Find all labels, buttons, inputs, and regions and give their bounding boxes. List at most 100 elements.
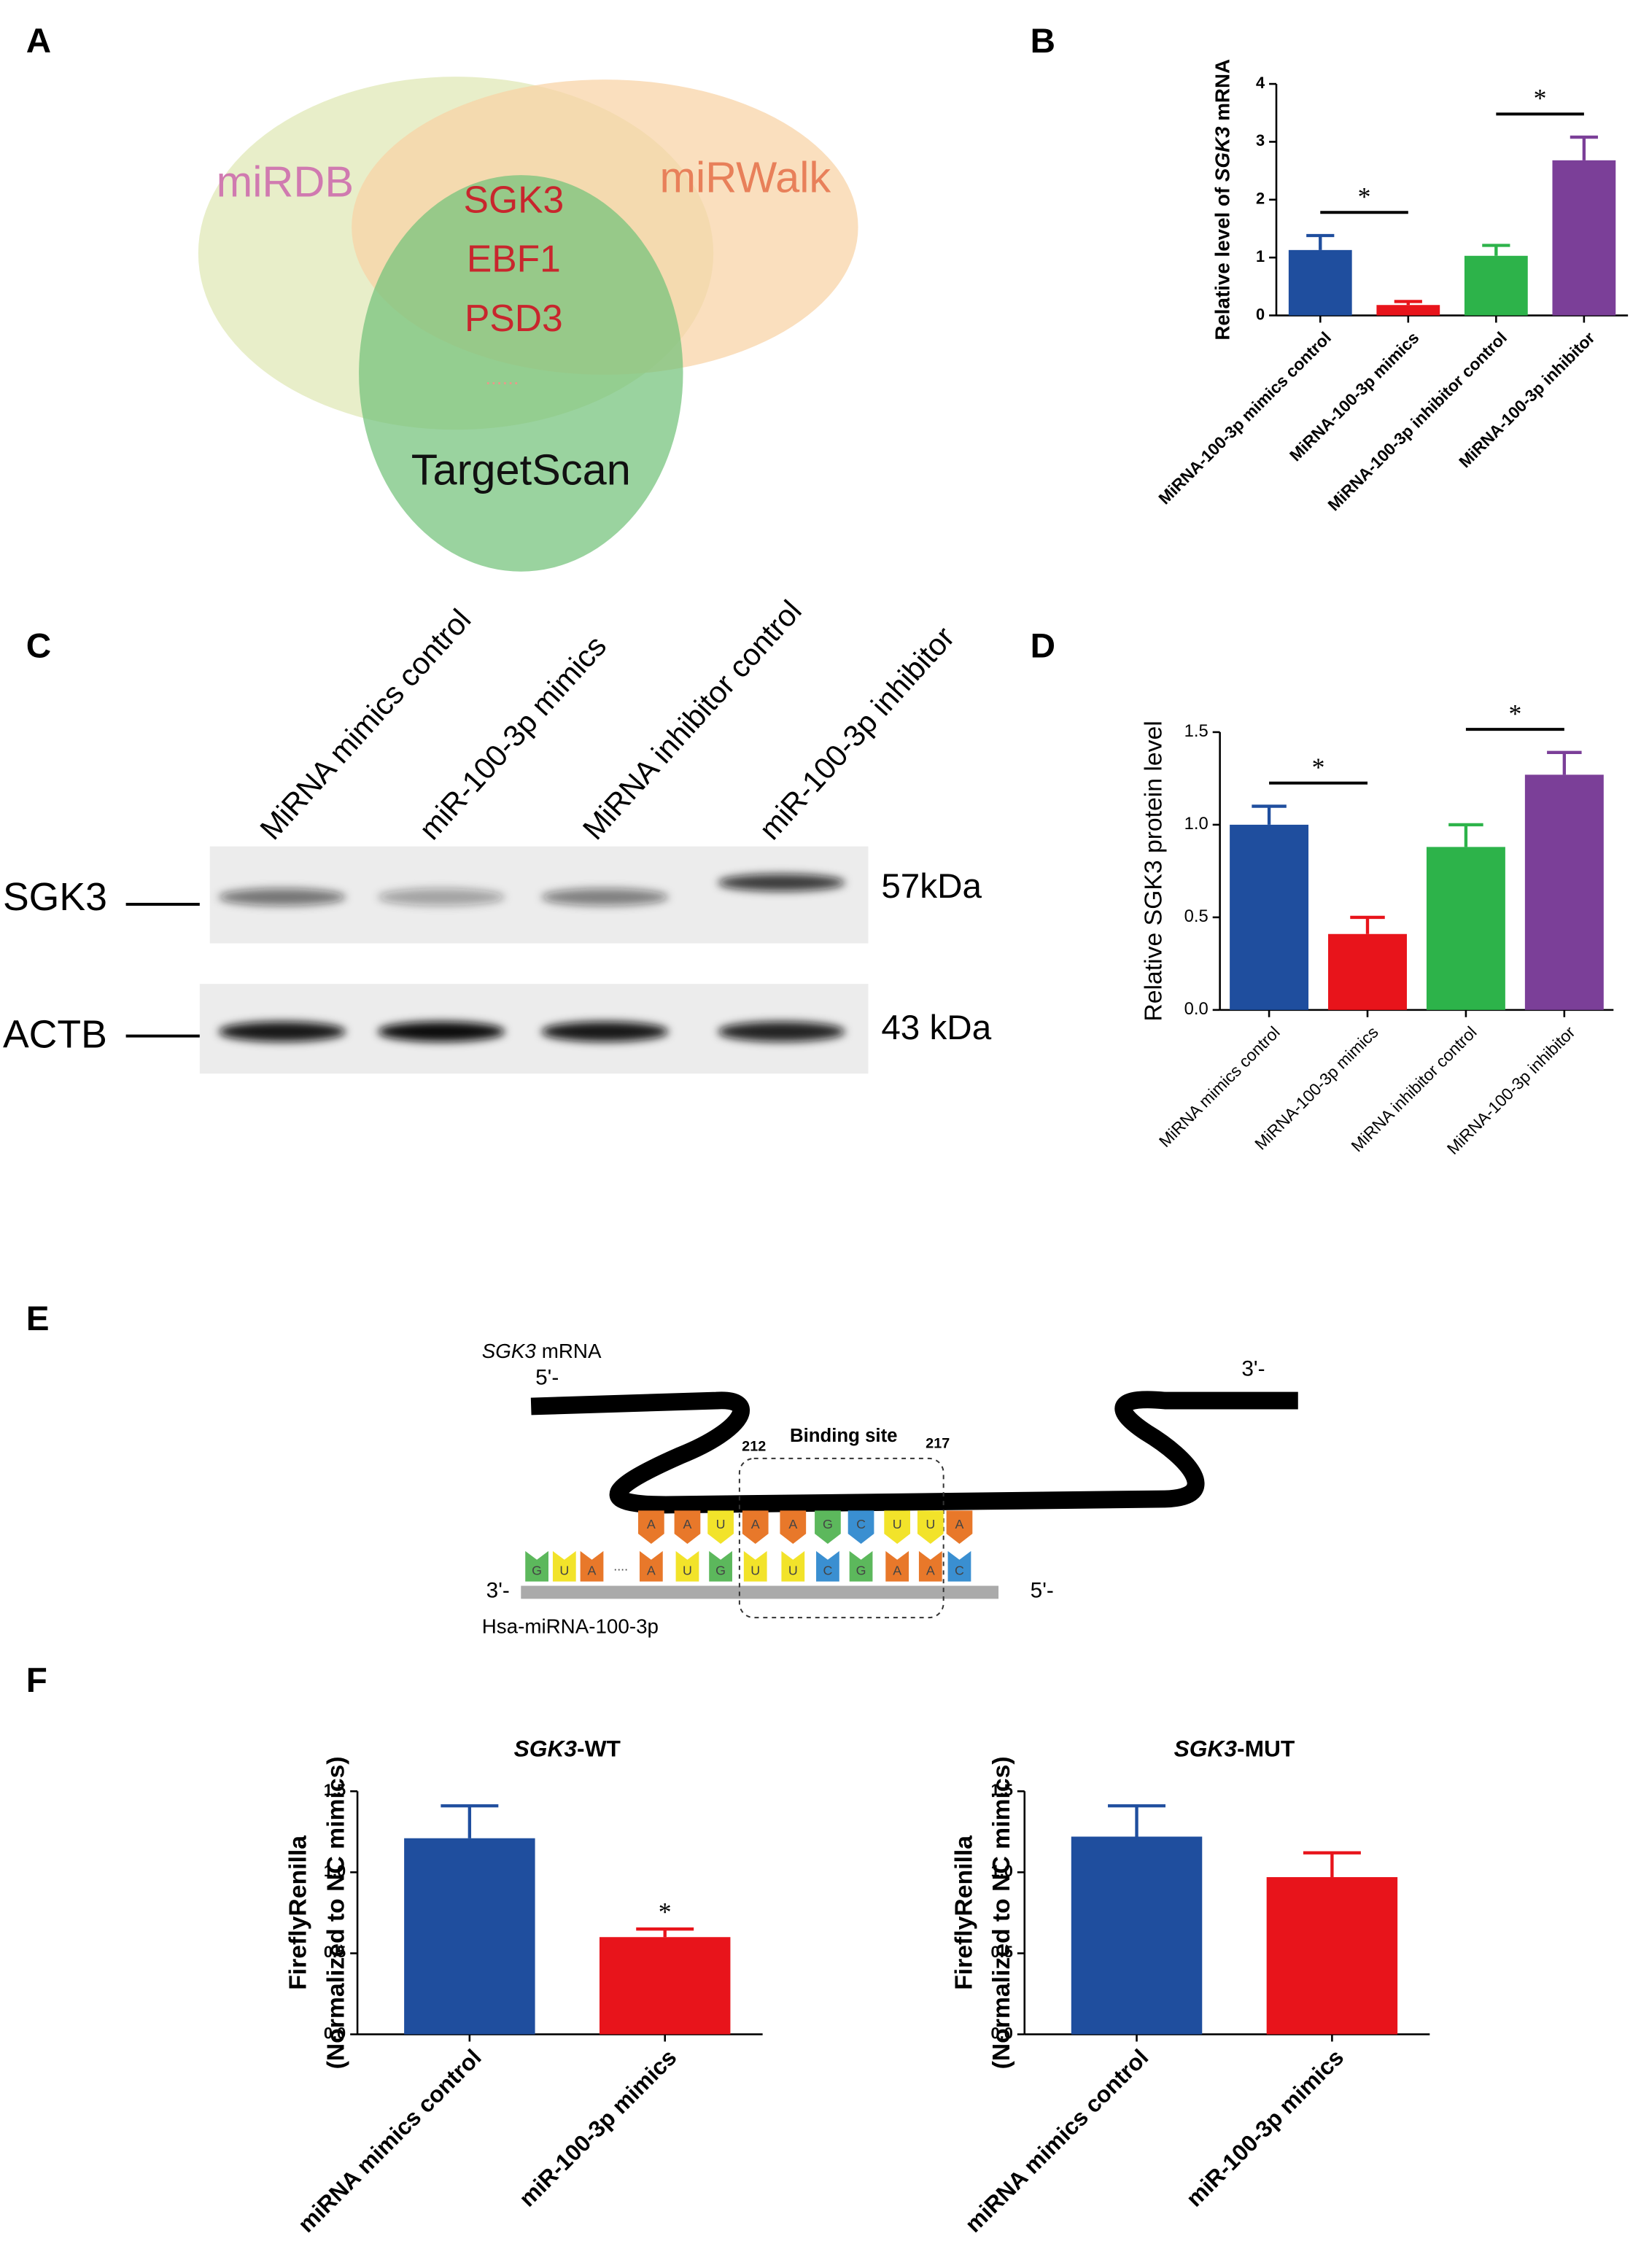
- blot-band: [718, 874, 845, 892]
- panel-label: B: [1031, 22, 1055, 61]
- mrna-base-letter: A: [955, 1517, 964, 1531]
- chart-title-part: SGK3: [1174, 1736, 1238, 1762]
- bar: [1266, 1877, 1398, 2035]
- mirna-base-letter: A: [926, 1563, 935, 1577]
- y-tick-label: 2: [1256, 190, 1265, 208]
- mrna-base: [917, 1510, 944, 1544]
- y-tick-label: 4: [1256, 74, 1265, 92]
- mirna-base: [675, 1550, 699, 1582]
- mirna-base: [781, 1550, 805, 1582]
- panel-label: E: [26, 1300, 50, 1338]
- mirna-strand: [521, 1585, 999, 1599]
- site-start: 212: [742, 1438, 766, 1454]
- mrna-base: [946, 1510, 973, 1544]
- blot-band: [718, 1021, 845, 1042]
- bar: [1464, 255, 1528, 316]
- significance-star: *: [1312, 753, 1325, 782]
- mirna-base: [709, 1550, 732, 1582]
- venn-set-label: miRWalk: [659, 153, 831, 202]
- error-bar: [1303, 1851, 1361, 1878]
- chart-title: SGK3-MUT: [1174, 1736, 1295, 1762]
- significance-star: *: [1358, 182, 1371, 211]
- y-axis-label-part: (Normalized to NC mimics): [322, 1756, 349, 2069]
- mrna-base: [638, 1510, 664, 1544]
- mrna-3: 3'-: [1241, 1357, 1265, 1381]
- error-bar: [1482, 244, 1510, 256]
- mirna-name: Hsa-miRNA-100-3p: [482, 1615, 659, 1637]
- bar: [1071, 1836, 1203, 2035]
- y-tick-label: 1.5: [324, 1781, 346, 1799]
- blot-band: [541, 1021, 669, 1042]
- bar: [1552, 160, 1616, 316]
- mirna-5: 5'-: [1031, 1578, 1054, 1602]
- protein-label: ACTB: [3, 1014, 107, 1057]
- mirna-base-letter: A: [588, 1563, 597, 1577]
- error-bar: [1306, 233, 1335, 250]
- y-axis-label: Relative level of SGK3 mRNA: [1211, 59, 1234, 341]
- mirna-base-letter: C: [823, 1563, 832, 1577]
- venn-more: ......: [485, 366, 519, 389]
- mirna-base: [885, 1550, 909, 1582]
- panel-label: A: [26, 22, 51, 61]
- error-bar: [1350, 915, 1385, 934]
- site-label: Binding site: [790, 1426, 898, 1446]
- mrna-space: mRNA: [542, 1340, 602, 1362]
- mirna-base: [580, 1550, 604, 1582]
- y-axis-label: (Normalized to NC mimics): [988, 1756, 1015, 2069]
- mrna-base-letter: A: [751, 1517, 760, 1531]
- y-axis-label-part: Relative SGK3 protein level: [1139, 721, 1167, 1021]
- y-axis-label-part: SGK3: [1211, 126, 1234, 182]
- mirna-base-letter: ....: [613, 1558, 628, 1573]
- y-tick-label: 1: [1256, 247, 1265, 265]
- error-bar: [1394, 300, 1422, 306]
- error-bar: [1547, 750, 1582, 775]
- y-tick-label: 0.5: [991, 1943, 1013, 1961]
- protein-size: 57kDa: [881, 867, 982, 906]
- site-end: 217: [926, 1435, 950, 1451]
- mrna-base-letter: U: [926, 1517, 935, 1531]
- mrna-base: [884, 1510, 911, 1544]
- binding-site-box: [738, 1457, 944, 1619]
- significance-star: *: [1508, 699, 1521, 728]
- bar: [1328, 933, 1407, 1010]
- protein-size: 43 kDa: [881, 1009, 991, 1047]
- mrna-base: [674, 1510, 701, 1544]
- mrna-5: 5'-: [535, 1366, 559, 1390]
- mirna-base-letter: U: [788, 1563, 798, 1577]
- mirna-base-letter: U: [683, 1563, 692, 1577]
- venn-set-label: miRDB: [217, 158, 354, 206]
- chart-title-part: -MUT: [1237, 1736, 1295, 1762]
- y-tick-label: 0.0: [1184, 999, 1209, 1019]
- mrna-base-letter: U: [893, 1517, 902, 1531]
- venn-gene: EBF1: [467, 238, 561, 280]
- mirna-base-letter: A: [647, 1563, 656, 1577]
- y-axis-label: FireflyRenilla: [950, 1836, 977, 1990]
- mirna-base: [918, 1550, 942, 1582]
- bar: [599, 1937, 731, 2035]
- y-axis-label-part: mRNA: [1211, 59, 1234, 127]
- mrna-base-letter: A: [647, 1517, 656, 1531]
- y-tick-label: 1.0: [324, 1862, 346, 1880]
- error-bar: [1448, 823, 1483, 847]
- significance-star: *: [659, 1897, 672, 1926]
- error-bar: [1570, 135, 1598, 160]
- chart-title-part: SGK3: [514, 1736, 578, 1762]
- y-tick-label: 0.0: [991, 2024, 1013, 2042]
- y-tick-label: 1.0: [991, 1862, 1013, 1880]
- blot-band: [541, 888, 669, 906]
- blot-band: [218, 1021, 346, 1042]
- y-tick-label: 1.5: [1184, 721, 1209, 741]
- protein-label: SGK3: [3, 876, 107, 919]
- chart-title: SGK3-WT: [514, 1736, 621, 1762]
- mirna-base: [525, 1550, 548, 1582]
- error-bar: [1108, 1804, 1166, 1837]
- bar: [1426, 847, 1505, 1010]
- mrna-ribbon: [530, 1391, 1298, 1514]
- panel-label: C: [26, 626, 51, 665]
- mirna-base: [743, 1550, 767, 1582]
- mrna-base-letter: A: [788, 1517, 797, 1531]
- panel-label: D: [1031, 626, 1055, 665]
- y-axis-label-part: FireflyRenilla: [284, 1836, 312, 1990]
- mrna-base: [742, 1510, 769, 1544]
